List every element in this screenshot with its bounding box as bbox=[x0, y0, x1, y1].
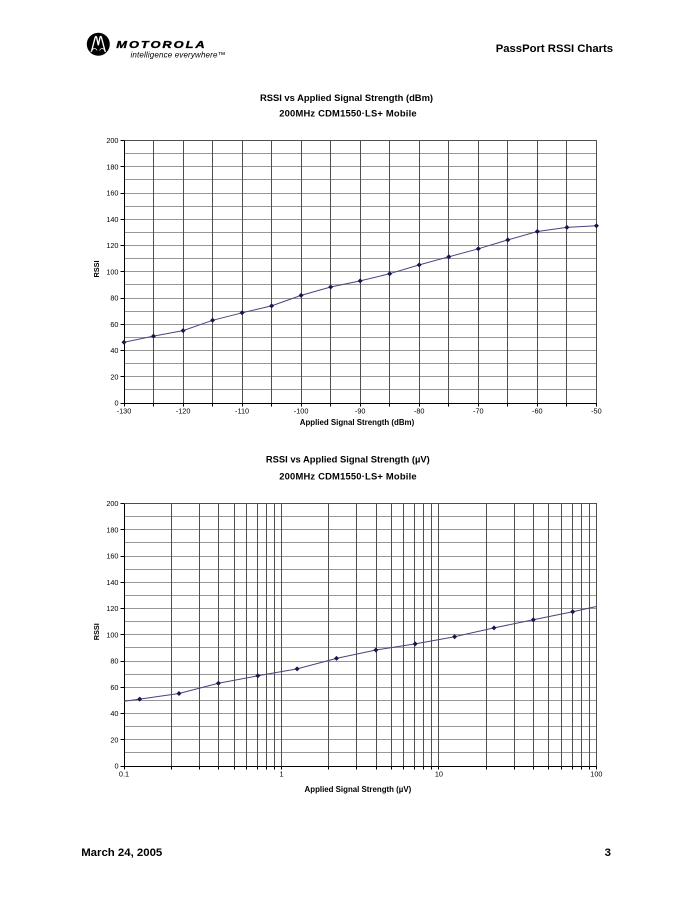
svg-text:-70: -70 bbox=[473, 406, 484, 415]
svg-text:RSSI: RSSI bbox=[92, 623, 101, 640]
svg-text:0.1: 0.1 bbox=[119, 769, 129, 778]
svg-text:60: 60 bbox=[110, 683, 118, 692]
svg-text:-90: -90 bbox=[355, 406, 366, 415]
svg-text:1: 1 bbox=[279, 769, 283, 778]
svg-text:-130: -130 bbox=[117, 406, 132, 415]
svg-text:120: 120 bbox=[106, 241, 118, 250]
svg-text:March 24, 2005: March 24, 2005 bbox=[81, 847, 163, 859]
svg-text:RSSI vs Applied Signal Strengt: RSSI vs Applied Signal Strength (dBm) bbox=[260, 92, 433, 103]
svg-text:100: 100 bbox=[590, 769, 602, 778]
svg-text:-120: -120 bbox=[176, 406, 191, 415]
svg-text:40: 40 bbox=[110, 709, 118, 718]
svg-text:-80: -80 bbox=[414, 406, 425, 415]
svg-text:160: 160 bbox=[106, 189, 118, 198]
svg-text:140: 140 bbox=[106, 578, 118, 587]
svg-text:RSSI: RSSI bbox=[92, 260, 101, 277]
svg-text:200: 200 bbox=[106, 136, 118, 145]
svg-text:Applied Signal Strength (dBm): Applied Signal Strength (dBm) bbox=[300, 418, 415, 427]
svg-text:100: 100 bbox=[106, 631, 118, 640]
svg-text:200MHz CDM1550·LS+ Mobile: 200MHz CDM1550·LS+ Mobile bbox=[279, 108, 417, 119]
svg-text:10: 10 bbox=[435, 769, 443, 778]
svg-text:-110: -110 bbox=[235, 406, 249, 415]
svg-text:60: 60 bbox=[110, 320, 118, 329]
svg-text:80: 80 bbox=[110, 294, 118, 303]
svg-text:100: 100 bbox=[106, 267, 118, 276]
svg-text:20: 20 bbox=[110, 372, 118, 381]
svg-text:140: 140 bbox=[106, 215, 118, 224]
svg-text:-60: -60 bbox=[532, 406, 543, 415]
svg-text:200: 200 bbox=[106, 499, 118, 508]
svg-text:160: 160 bbox=[106, 552, 118, 561]
svg-text:0: 0 bbox=[114, 762, 118, 771]
svg-text:MOTOROLA: MOTOROLA bbox=[116, 39, 206, 50]
svg-text:-50: -50 bbox=[591, 406, 602, 415]
svg-text:40: 40 bbox=[110, 346, 118, 355]
svg-text:200MHz CDM1550·LS+ Mobile: 200MHz CDM1550·LS+ Mobile bbox=[279, 470, 417, 481]
svg-text:120: 120 bbox=[106, 604, 118, 613]
svg-text:180: 180 bbox=[106, 526, 118, 535]
svg-text:20: 20 bbox=[110, 736, 118, 745]
svg-text:80: 80 bbox=[110, 657, 118, 666]
svg-text:PassPort RSSI Charts: PassPort RSSI Charts bbox=[496, 43, 613, 55]
svg-text:180: 180 bbox=[106, 162, 118, 171]
svg-text:0: 0 bbox=[114, 399, 118, 408]
svg-text:3: 3 bbox=[605, 847, 611, 859]
svg-text:RSSI vs Applied Signal Strengt: RSSI vs Applied Signal Strength (µV) bbox=[266, 454, 430, 465]
svg-text:intelligence everywhere™: intelligence everywhere™ bbox=[131, 50, 226, 59]
svg-text:-100: -100 bbox=[294, 406, 309, 415]
svg-text:Applied Signal Strength (µV): Applied Signal Strength (µV) bbox=[305, 785, 412, 794]
